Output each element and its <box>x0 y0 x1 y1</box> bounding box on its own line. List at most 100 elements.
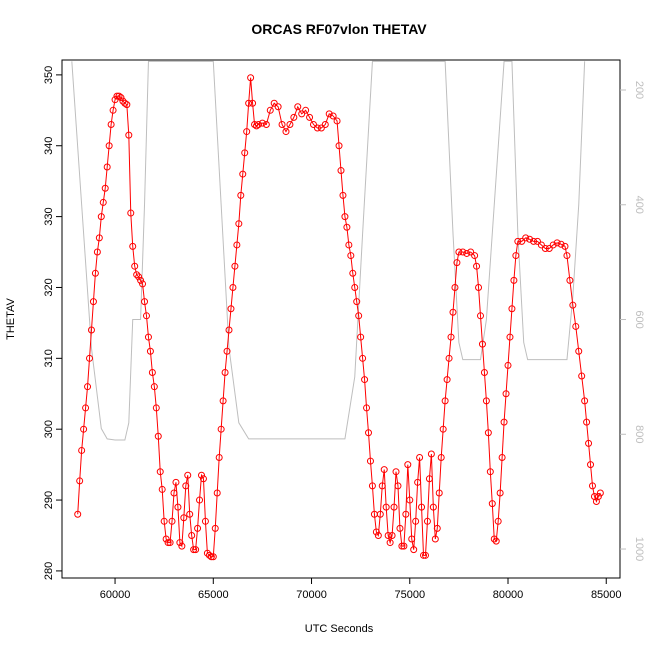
data-point <box>274 103 282 111</box>
data-point <box>146 347 154 355</box>
data-point <box>459 248 467 256</box>
data-point <box>368 482 376 490</box>
y-tick-label: 330 <box>43 207 55 225</box>
data-point <box>329 112 337 120</box>
data-point <box>484 429 492 437</box>
data-point <box>587 461 595 469</box>
data-point <box>282 128 290 136</box>
data-point <box>270 99 278 107</box>
data-point <box>227 305 235 313</box>
data-point <box>475 283 483 291</box>
data-point <box>115 92 123 100</box>
data-point <box>400 542 408 550</box>
data-point <box>258 119 266 127</box>
data-point <box>139 280 147 288</box>
data-point <box>121 99 129 107</box>
data-point <box>162 535 170 543</box>
data-point <box>563 252 571 260</box>
data-point <box>217 425 225 433</box>
data-point <box>192 546 200 554</box>
data-point <box>190 546 198 554</box>
data-point <box>494 517 502 525</box>
data-point <box>414 478 422 486</box>
data-point <box>223 347 231 355</box>
data-point <box>423 517 431 525</box>
data-point <box>418 503 426 511</box>
data-point <box>233 241 241 249</box>
data-point <box>504 361 512 369</box>
data-point <box>435 489 443 497</box>
data-point <box>119 97 127 105</box>
data-point <box>496 489 504 497</box>
data-point <box>581 397 589 405</box>
data-point <box>333 117 341 125</box>
data-point <box>421 551 429 559</box>
data-point <box>237 191 245 199</box>
data-point <box>170 489 178 497</box>
data-point <box>221 369 229 377</box>
data-point <box>150 383 158 391</box>
data-point <box>439 425 447 433</box>
data-point <box>486 468 494 476</box>
data-point <box>512 252 520 260</box>
data-point <box>148 369 156 377</box>
data-point <box>518 237 526 245</box>
data-point <box>378 482 386 490</box>
data-point <box>142 312 150 320</box>
data-point <box>241 149 249 157</box>
data-point <box>355 312 363 320</box>
data-point <box>266 106 274 114</box>
data-point <box>498 454 506 462</box>
data-point <box>87 326 95 334</box>
data-point <box>473 262 481 270</box>
data-point <box>443 376 451 384</box>
data-point <box>317 124 325 132</box>
data-point <box>313 124 321 132</box>
data-point <box>213 489 221 497</box>
y2-tick-label: 600 <box>633 310 645 328</box>
data-point <box>74 510 82 518</box>
data-point <box>339 191 347 199</box>
data-point <box>412 517 420 525</box>
data-point <box>111 96 119 104</box>
data-point <box>347 252 355 260</box>
data-point <box>437 454 445 462</box>
data-point <box>431 535 439 543</box>
data-point <box>345 241 353 249</box>
data-point <box>480 369 488 377</box>
data-point <box>594 493 602 501</box>
data-point <box>309 120 317 128</box>
data-point <box>410 546 418 554</box>
data-point <box>205 551 213 559</box>
data-point <box>152 404 160 412</box>
y-tick-label: 310 <box>43 349 55 367</box>
data-point <box>386 539 394 547</box>
data-point <box>492 537 500 545</box>
x-tick-label: 85000 <box>591 589 622 601</box>
data-point <box>160 517 168 525</box>
data-point <box>97 213 105 221</box>
data-point <box>294 103 302 111</box>
data-point <box>337 167 345 175</box>
data-point <box>168 517 176 525</box>
data-point <box>420 551 428 559</box>
data-point <box>302 106 310 114</box>
y2-tick-label: 1000 <box>633 537 645 561</box>
data-point <box>353 298 361 306</box>
data-point <box>306 113 314 121</box>
data-point <box>209 553 217 561</box>
data-point <box>433 524 441 532</box>
x-tick-label: 80000 <box>493 589 524 601</box>
data-point <box>101 184 109 192</box>
data-point <box>404 461 412 469</box>
data-point <box>144 333 152 341</box>
data-point <box>298 110 306 118</box>
data-point <box>135 273 143 281</box>
y-tick-label: 290 <box>43 491 55 509</box>
data-point <box>396 524 404 532</box>
data-point <box>394 482 402 490</box>
data-point <box>490 535 498 543</box>
data-point <box>388 531 396 539</box>
data-point <box>500 418 508 426</box>
